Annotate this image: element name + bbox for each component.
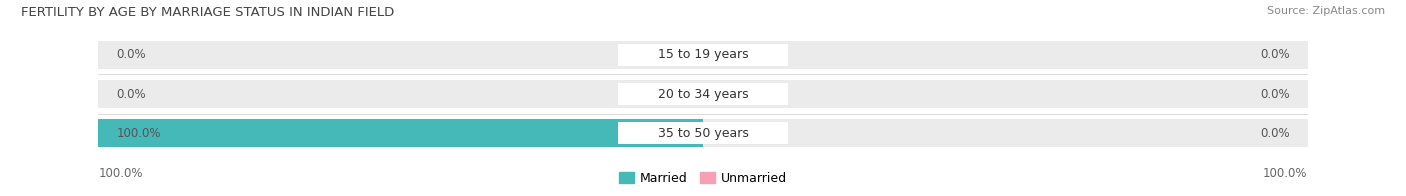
- Bar: [703, 87, 734, 101]
- Bar: [703, 48, 734, 62]
- Bar: [619, 122, 787, 144]
- Bar: [703, 41, 1308, 69]
- Text: 100.0%: 100.0%: [117, 127, 162, 140]
- Text: 20 to 34 years: 20 to 34 years: [658, 88, 748, 101]
- Text: 0.0%: 0.0%: [117, 88, 146, 101]
- Bar: [672, 87, 703, 101]
- Text: 0.0%: 0.0%: [1260, 48, 1289, 61]
- Bar: [98, 119, 703, 147]
- Bar: [672, 48, 703, 62]
- Text: FERTILITY BY AGE BY MARRIAGE STATUS IN INDIAN FIELD: FERTILITY BY AGE BY MARRIAGE STATUS IN I…: [21, 6, 394, 19]
- Bar: [98, 119, 703, 147]
- Bar: [703, 119, 1308, 147]
- Text: 15 to 19 years: 15 to 19 years: [658, 48, 748, 61]
- Text: Source: ZipAtlas.com: Source: ZipAtlas.com: [1267, 6, 1385, 16]
- Bar: [619, 83, 787, 105]
- Text: 100.0%: 100.0%: [1263, 167, 1308, 180]
- Bar: [98, 80, 703, 108]
- Bar: [703, 126, 734, 141]
- Bar: [98, 41, 703, 69]
- Text: 0.0%: 0.0%: [117, 48, 146, 61]
- Bar: [619, 44, 787, 66]
- Text: 0.0%: 0.0%: [1260, 127, 1289, 140]
- Text: 100.0%: 100.0%: [98, 167, 143, 180]
- Text: 35 to 50 years: 35 to 50 years: [658, 127, 748, 140]
- Bar: [703, 80, 1308, 108]
- Bar: [672, 126, 703, 141]
- Legend: Married, Unmarried: Married, Unmarried: [613, 167, 793, 190]
- Text: 0.0%: 0.0%: [1260, 88, 1289, 101]
